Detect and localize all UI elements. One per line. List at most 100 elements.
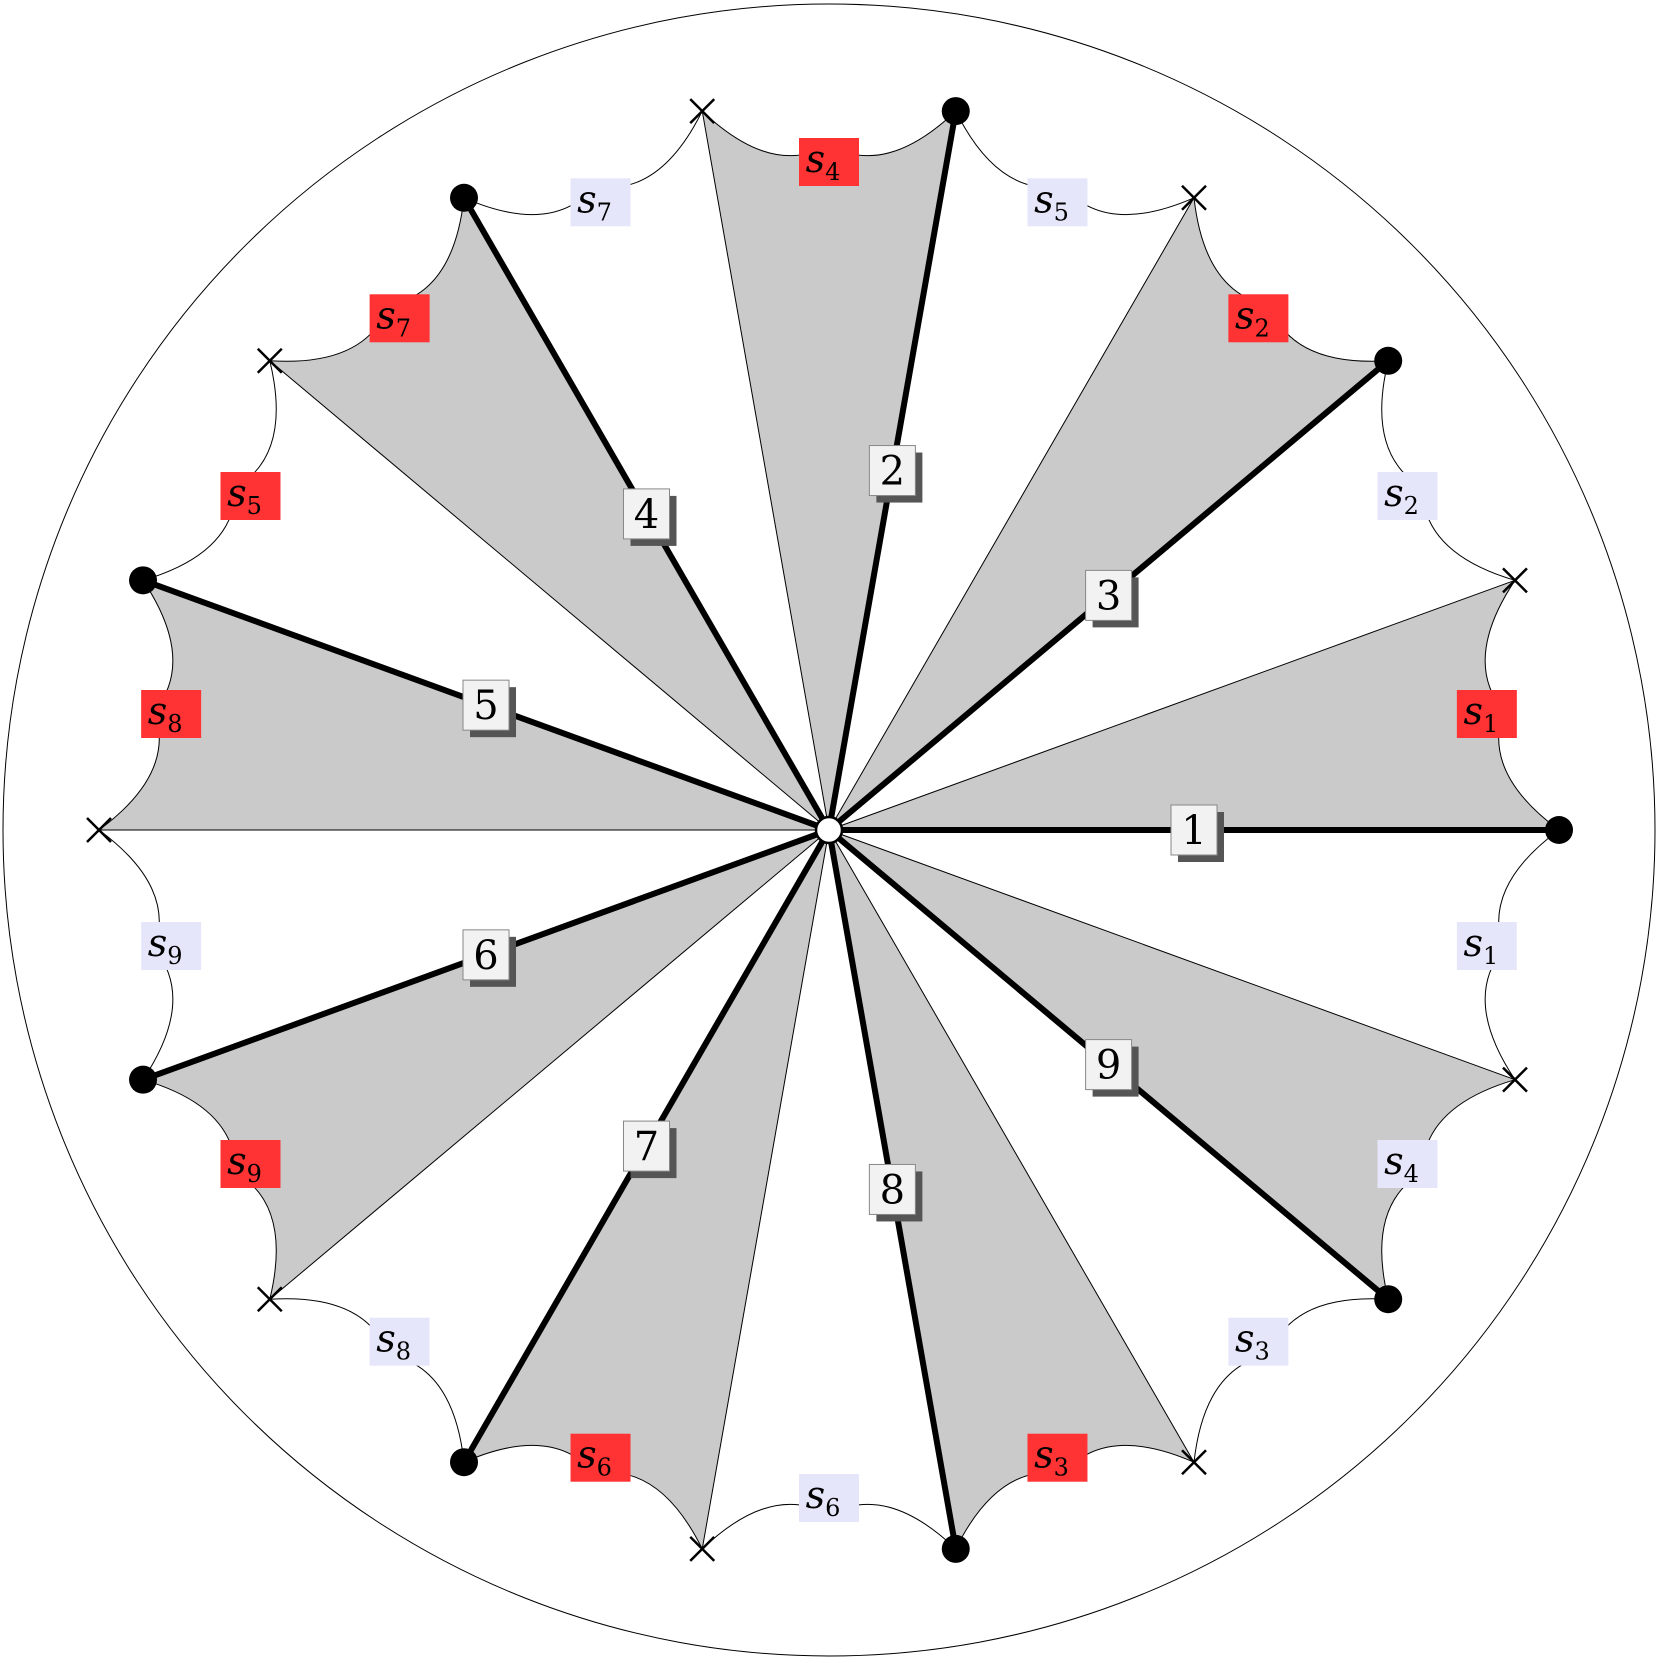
arm-number-box: 2 (868, 445, 923, 503)
arm-number-box: 8 (868, 1163, 923, 1222)
lavender-label-base: s (376, 1317, 396, 1361)
cross-vertex (1502, 1066, 1528, 1093)
arm-number: 6 (473, 933, 498, 979)
svg-text:s9: s9 (148, 921, 183, 970)
arm-number-box: 6 (462, 929, 517, 987)
arm-number-box: 1 (1170, 804, 1224, 862)
lavender-label-index: 2 (1404, 492, 1419, 520)
dot-vertex (941, 97, 970, 126)
svg-text:s2: s2 (1384, 471, 1419, 520)
lavender-label-base: s (148, 921, 168, 965)
svg-text:s8: s8 (376, 1317, 411, 1366)
red-label-base: s (1235, 293, 1255, 337)
svg-text:s1: s1 (1463, 689, 1498, 738)
sector-layer (99, 111, 1559, 1549)
cross-vertex (689, 1536, 716, 1562)
lavender-label-index: 8 (396, 1338, 411, 1366)
red-label: s9 (220, 1139, 281, 1188)
red-label: s2 (1228, 293, 1289, 343)
cross-spoke (828, 197, 1195, 831)
lavender-label-index: 4 (1404, 1160, 1419, 1188)
red-label: s8 (141, 689, 202, 739)
red-label-index: 9 (247, 1160, 262, 1188)
arm-number-box: 4 (623, 488, 677, 546)
lavender-label: s4 (1377, 1139, 1438, 1188)
red-label-index: 6 (597, 1454, 612, 1482)
cross-vertex (1181, 184, 1207, 211)
lavender-label-index: 7 (597, 198, 612, 226)
red-label-index: 4 (825, 158, 840, 186)
red-label: s4 (799, 137, 859, 186)
grey-sector (829, 830, 1515, 1300)
arm-number: 2 (880, 449, 905, 495)
cross-spoke (828, 579, 1516, 831)
red-label-index: 5 (247, 492, 262, 520)
svg-text:s6: s6 (577, 1433, 612, 1482)
red-label-base: s (148, 689, 168, 733)
grey-sector (464, 830, 829, 1549)
red-label: s5 (220, 471, 281, 520)
svg-text:s2: s2 (1235, 293, 1270, 342)
red-label-base: s (806, 137, 826, 181)
lavender-label: s8 (369, 1317, 430, 1366)
red-label-base: s (577, 1433, 597, 1477)
lavender-label: s6 (799, 1473, 859, 1522)
svg-text:s8: s8 (148, 689, 183, 738)
lavender-label: s3 (1228, 1317, 1289, 1366)
cross-vertex (689, 98, 716, 124)
lavender-label-index: 1 (1483, 942, 1498, 970)
cross-vertex (256, 347, 283, 374)
arm-number: 9 (1096, 1043, 1121, 1089)
arm-number-box: 9 (1085, 1039, 1139, 1097)
svg-text:s4: s4 (806, 137, 841, 186)
red-label-index: 2 (1254, 314, 1269, 342)
outer-circle (2, 3, 1656, 1657)
thin-line-layer (99, 111, 1516, 1549)
svg-text:s3: s3 (1235, 1317, 1270, 1366)
number-layer: 1 2 3 4 5 6 7 8 9 (462, 445, 1224, 1222)
lavender-label-base: s (1384, 471, 1404, 515)
dot-vertex (129, 566, 158, 595)
arm-number-box: 5 (462, 679, 517, 738)
lavender-label-index: 3 (1254, 1338, 1269, 1366)
lavender-label-index: 5 (1054, 198, 1069, 226)
dot-vertex (1374, 1285, 1403, 1314)
cross-spoke (828, 829, 1195, 1463)
lavender-label-base: s (577, 177, 597, 221)
grey-sector (269, 197, 829, 830)
grey-sector (702, 111, 956, 831)
lavender-label: s5 (1027, 177, 1088, 227)
red-label-base: s (376, 293, 396, 337)
boundary-arc (142, 360, 277, 581)
arm-number-box: 3 (1085, 569, 1139, 628)
boundary-arc (269, 1298, 465, 1463)
red-label-base: s (227, 1139, 247, 1183)
svg-text:s5: s5 (227, 471, 262, 520)
red-label-base: s (1034, 1433, 1054, 1477)
grey-sector (143, 830, 829, 1300)
arm-number: 5 (473, 683, 498, 729)
red-label: s6 (570, 1433, 631, 1482)
cross-spoke (269, 829, 830, 1300)
arm-number: 3 (1096, 573, 1121, 619)
red-label-index: 1 (1483, 710, 1498, 738)
cross-vertex (86, 817, 112, 843)
lavender-label-base: s (1034, 177, 1054, 221)
svg-text:s3: s3 (1034, 1433, 1069, 1482)
cross-vertex (1502, 567, 1528, 594)
lavender-label-base: s (1463, 921, 1483, 965)
lavender-label-base: s (1384, 1139, 1404, 1183)
red-label: s1 (1456, 689, 1517, 739)
dot-vertex (129, 1065, 158, 1094)
cross-spoke (701, 111, 830, 831)
arm-number-box: 7 (623, 1120, 677, 1179)
lavender-label: s9 (141, 921, 202, 970)
lavender-label-index: 6 (825, 1494, 840, 1522)
cross-spoke (828, 829, 1516, 1081)
red-label-index: 3 (1054, 1454, 1069, 1482)
boundary-arc (1193, 1298, 1389, 1463)
arm-number: 1 (1181, 808, 1206, 854)
